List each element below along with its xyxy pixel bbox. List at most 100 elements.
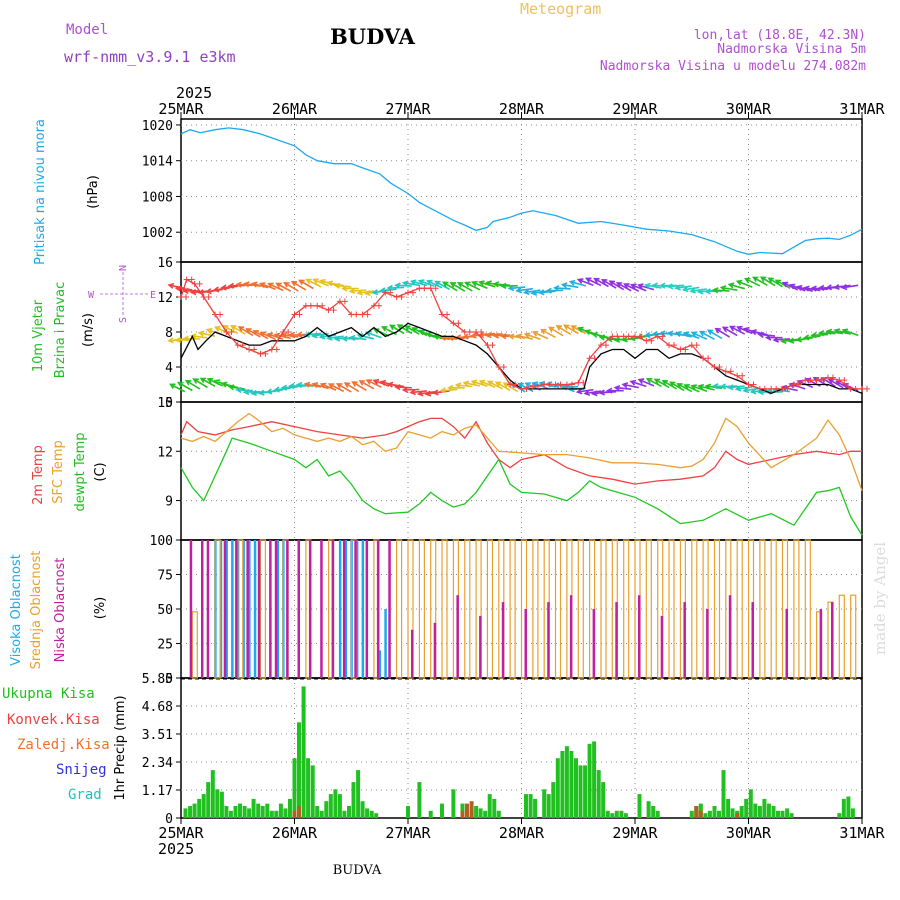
wind-arrow-mark — [690, 384, 708, 392]
total-precip-bar — [328, 794, 333, 818]
total-precip-bar — [555, 758, 560, 818]
dewpt-series-line — [180, 437, 863, 536]
total-precip-bar — [365, 808, 370, 818]
total-precip-bar — [785, 808, 790, 818]
wind-arrow-mark — [545, 287, 564, 294]
mid-cloud-bar — [237, 539, 244, 679]
mid-cloud-bar — [396, 539, 403, 679]
wind-arrow-mark — [621, 382, 639, 389]
wind-arrow-mark — [537, 289, 556, 296]
wind-gust-series-cross-point — [739, 372, 746, 379]
total-precip-bar — [215, 789, 220, 818]
wind-arrow-mark — [298, 279, 314, 290]
wind-arrow-mark — [230, 325, 246, 335]
wind-arrow-mark — [606, 387, 624, 394]
total-precip-bar — [592, 741, 597, 818]
wind-arrow-mark — [661, 379, 678, 390]
wind-arrow-mark — [389, 324, 405, 335]
total-precip-bar — [776, 810, 780, 818]
grid-lines — [176, 119, 862, 819]
wind-arrow-mark — [275, 282, 292, 292]
wind-gust-series-cross-point — [478, 329, 485, 335]
wind-arrow-mark — [305, 278, 322, 288]
wind-arrow-mark — [613, 384, 632, 392]
y-tick-label: 0 — [165, 672, 173, 687]
wind-arrow-mark — [833, 283, 851, 291]
wind-gust-series-cross-point — [500, 364, 507, 370]
total-precip-bar — [417, 782, 422, 818]
total-precip-bar — [546, 794, 551, 818]
total-precip-bar — [712, 806, 717, 818]
total-precip-bar — [251, 798, 256, 818]
total-precip-bar — [850, 808, 855, 818]
mid-cloud-bar — [475, 539, 482, 679]
low-cloud-bar — [257, 540, 261, 678]
wind-arrow-mark — [417, 279, 435, 288]
wind-gust-series-cross-point — [818, 377, 825, 384]
temp-ylabel-sfc: SFC Temp — [51, 440, 66, 504]
mid-cloud-bar — [838, 594, 845, 679]
wind-arrow-mark — [682, 331, 700, 340]
wind-arrow-mark — [343, 382, 360, 393]
low-cloud-bar — [592, 609, 596, 678]
low-cloud-bar — [547, 602, 550, 678]
total-precip-bar — [292, 758, 297, 818]
mid-cloud-bar — [486, 539, 493, 679]
wind-arrow-mark — [471, 280, 488, 289]
low-cloud-bar — [501, 602, 505, 678]
total-precip-bar — [789, 813, 794, 818]
mid-cloud-bar — [600, 539, 607, 679]
low-cloud-bar — [320, 540, 323, 678]
wind-arrow-mark — [199, 377, 216, 387]
precip-legend-grad: Grad — [68, 787, 102, 803]
total-precip-bar — [288, 798, 292, 818]
wind-arrow-mark — [242, 388, 261, 396]
total-precip-bar — [569, 751, 574, 818]
total-precip-bar — [256, 803, 261, 818]
wind-arrow-mark — [273, 332, 291, 340]
wind-gust-series-cross-point — [444, 311, 451, 318]
wind-arrow-mark — [174, 285, 193, 292]
wind-arrow-mark — [653, 378, 670, 389]
total-precip-bar — [219, 791, 224, 818]
elevation-label: Nadmorska Visina 5m — [717, 42, 866, 57]
x-tick-label-top: 26MAR — [272, 100, 318, 118]
total-precip-bar — [269, 810, 274, 818]
wind-arrow-mark — [319, 382, 337, 391]
wind-gust-series-cross-point — [466, 329, 473, 335]
wind-arrow-mark — [396, 324, 413, 335]
wind-arrow-mark — [810, 332, 828, 339]
pressure-ylabel: Pritisak na nivou mora — [33, 119, 48, 265]
wind-arrow-mark — [825, 328, 844, 335]
wind-arrow-mark — [736, 325, 753, 335]
y-tick-label: 1002 — [142, 226, 173, 241]
wind-arrow-mark — [280, 384, 299, 391]
x-tick-label-bottom: 26MAR — [272, 824, 318, 842]
wind-gust-series-cross-point — [727, 368, 734, 375]
cloud-unit: (%) — [93, 597, 108, 620]
temp-ylabel-2m: 2m Temp — [31, 445, 46, 505]
low-cloud-bar — [376, 540, 380, 678]
wind-arrow-mark — [449, 282, 466, 292]
wind-gust-series-cross-point — [682, 346, 689, 353]
wind-gust-series-cross-point — [353, 311, 360, 318]
wind-arrow-mark — [227, 384, 246, 391]
total-precip-bar — [440, 803, 444, 818]
high-cloud-bar — [361, 540, 365, 678]
total-precip-bar — [610, 813, 615, 818]
x-tick-label-top: 27MAR — [385, 100, 431, 118]
total-precip-bar — [601, 782, 606, 818]
wind-arrow-mark — [434, 280, 450, 291]
wind-arrow-mark — [598, 389, 617, 396]
wind-arrow-mark — [235, 386, 253, 394]
y-tick-label: 3.51 — [142, 728, 173, 743]
wind-gust-series-cross-point — [196, 280, 203, 287]
wind-arrow-mark — [478, 379, 496, 388]
x-tick-label-top: 25MAR — [158, 100, 204, 118]
wind-arrow-mark — [676, 383, 693, 393]
x-tick-label-bottom: 27MAR — [385, 824, 431, 842]
wind-ylabel-1: 10m Vjetar — [31, 299, 46, 372]
wind-arrow-mark — [273, 386, 291, 393]
cloud-ylabel-mid: Srednja Oblacnost — [29, 551, 44, 670]
wind-gust-series-cross-point — [671, 342, 678, 349]
